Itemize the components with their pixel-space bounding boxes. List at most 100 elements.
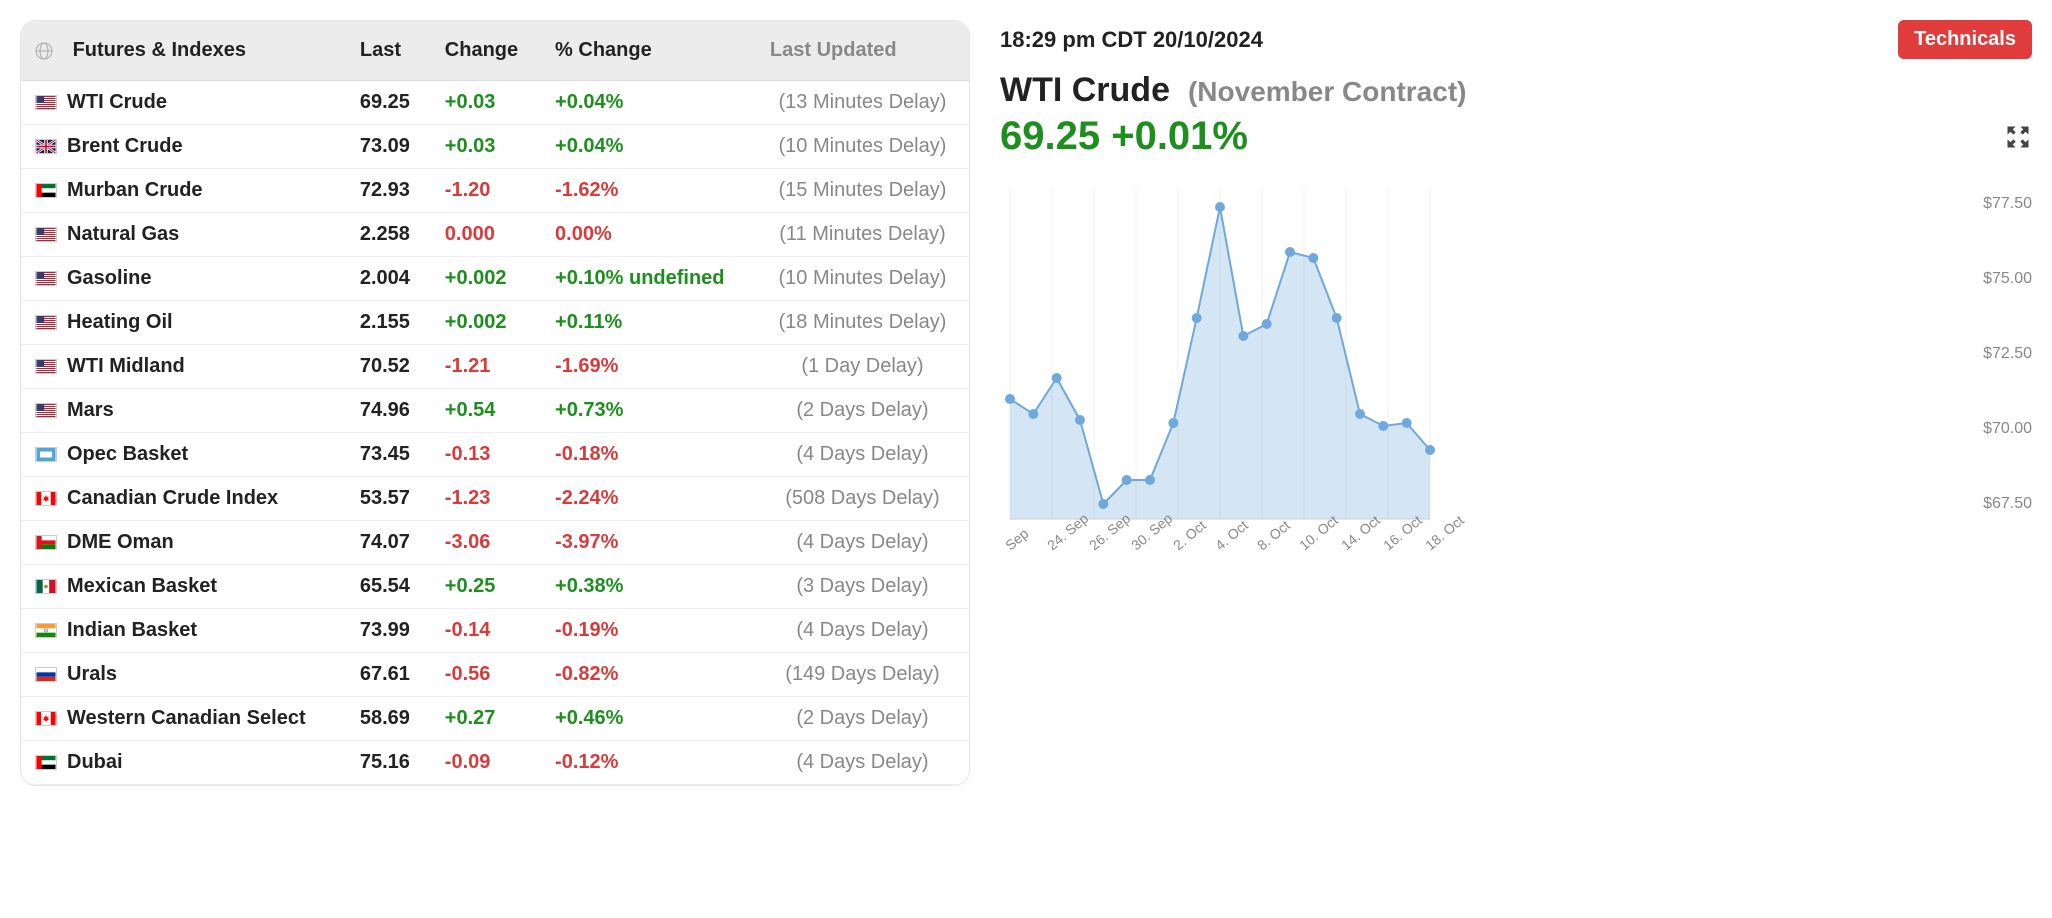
cell-delay: (2 Days Delay) [756, 697, 969, 741]
instrument-name: Dubai [67, 751, 123, 773]
col-header-pct[interactable]: % Change [541, 21, 756, 81]
table-row[interactable]: Dubai75.16-0.09-0.12%(4 Days Delay) [21, 741, 969, 785]
cell-name: Natural Gas [21, 213, 346, 257]
cell-pct: +0.04% [541, 81, 756, 125]
table-row[interactable]: Natural Gas2.2580.0000.00%(11 Minutes De… [21, 213, 969, 257]
cell-last: 74.96 [346, 389, 431, 433]
cell-delay: (4 Days Delay) [756, 521, 969, 565]
x-tick-label: Sep [1002, 525, 1031, 553]
table-row[interactable]: Brent Crude73.09+0.03+0.04%(10 Minutes D… [21, 125, 969, 169]
cell-change: -1.23 [431, 477, 541, 521]
instrument-name: Murban Crude [67, 179, 203, 201]
flag-icon [35, 667, 57, 682]
flag-icon [35, 227, 57, 242]
chart-timestamp: 18:29 pm CDT 20/10/2024 [1000, 27, 1263, 53]
table-row[interactable]: Murban Crude72.93-1.20-1.62%(15 Minutes … [21, 169, 969, 213]
table-row[interactable]: Canadian Crude Index53.57-1.23-2.24%(508… [21, 477, 969, 521]
cell-name: Opec Basket [21, 433, 346, 477]
chart-panel: 18:29 pm CDT 20/10/2024 Technicals WTI C… [1000, 20, 2032, 786]
x-tick-label: 4. Oct [1212, 517, 1251, 553]
cell-name: Dubai [21, 741, 346, 785]
cell-change: -3.06 [431, 521, 541, 565]
instrument-name: Indian Basket [67, 619, 197, 641]
x-tick-label: 10. Oct [1296, 512, 1341, 553]
table-row[interactable]: Mexican Basket65.54+0.25+0.38%(3 Days De… [21, 565, 969, 609]
cell-delay: (10 Minutes Delay) [756, 257, 969, 301]
flag-icon [35, 359, 57, 374]
expand-icon[interactable] [2004, 123, 2032, 151]
y-tick-label: $67.50 [1983, 495, 2032, 513]
cell-last: 74.07 [346, 521, 431, 565]
table-row[interactable]: Mars74.96+0.54+0.73%(2 Days Delay) [21, 389, 969, 433]
table-row[interactable]: WTI Midland70.52-1.21-1.69%(1 Day Delay) [21, 345, 969, 389]
chart-price: 69.25 +0.01% [1000, 114, 1248, 159]
flag-icon [35, 491, 57, 506]
cell-pct: +0.73% [541, 389, 756, 433]
cell-delay: (3 Days Delay) [756, 565, 969, 609]
cell-last: 72.93 [346, 169, 431, 213]
table-row[interactable]: WTI Crude69.25+0.03+0.04%(13 Minutes Del… [21, 81, 969, 125]
cell-last: 73.45 [346, 433, 431, 477]
instrument-name: WTI Crude [67, 91, 167, 113]
col-header-name-label: Futures & Indexes [73, 39, 246, 61]
col-header-last[interactable]: Last [346, 21, 431, 81]
cell-delay: (4 Days Delay) [756, 609, 969, 653]
futures-table-panel: Futures & Indexes Last Change % Change L… [20, 20, 970, 786]
x-axis: Sep24. Sep26. Sep30. Sep2. Oct4. Oct8. O… [1000, 519, 1440, 569]
price-chart[interactable] [1000, 179, 1440, 559]
cell-delay: (1 Day Delay) [756, 345, 969, 389]
cell-last: 73.99 [346, 609, 431, 653]
table-row[interactable]: Western Canadian Select58.69+0.27+0.46%(… [21, 697, 969, 741]
cell-last: 70.52 [346, 345, 431, 389]
y-axis: $77.50$75.00$72.50$70.00$67.50 [1962, 179, 2032, 559]
technicals-button[interactable]: Technicals [1898, 20, 2032, 59]
table-row[interactable]: Opec Basket73.45-0.13-0.18%(4 Days Delay… [21, 433, 969, 477]
table-row[interactable]: Gasoline2.004+0.002+0.10% undefined(10 M… [21, 257, 969, 301]
cell-last: 2.004 [346, 257, 431, 301]
flag-icon [35, 711, 57, 726]
cell-name: Urals [21, 653, 346, 697]
instrument-name: Gasoline [67, 267, 151, 289]
table-row[interactable]: Urals67.61-0.56-0.82%(149 Days Delay) [21, 653, 969, 697]
cell-change: -1.21 [431, 345, 541, 389]
col-header-name[interactable]: Futures & Indexes [21, 21, 346, 81]
cell-pct: +0.46% [541, 697, 756, 741]
instrument-name: Natural Gas [67, 223, 179, 245]
instrument-name: Urals [67, 663, 117, 685]
cell-change: -1.20 [431, 169, 541, 213]
cell-name: Mars [21, 389, 346, 433]
x-tick-label: 2. Oct [1170, 517, 1209, 553]
instrument-name: Mexican Basket [67, 575, 217, 597]
instrument-name: Mars [67, 399, 114, 421]
cell-change: +0.54 [431, 389, 541, 433]
instrument-name: Opec Basket [67, 443, 188, 465]
col-header-updated[interactable]: Last Updated [756, 21, 969, 81]
cell-delay: (508 Days Delay) [756, 477, 969, 521]
cell-pct: +0.38% [541, 565, 756, 609]
globe-icon [35, 42, 53, 60]
flag-icon [35, 315, 57, 330]
table-row[interactable]: Heating Oil2.155+0.002+0.11%(18 Minutes … [21, 301, 969, 345]
instrument-name: Heating Oil [67, 311, 173, 333]
cell-name: Canadian Crude Index [21, 477, 346, 521]
flag-icon [35, 755, 57, 770]
cell-pct: -0.82% [541, 653, 756, 697]
col-header-change[interactable]: Change [431, 21, 541, 81]
table-row[interactable]: Indian Basket73.99-0.14-0.19%(4 Days Del… [21, 609, 969, 653]
cell-pct: +0.04% [541, 125, 756, 169]
y-tick-label: $75.00 [1983, 270, 2032, 288]
cell-last: 75.16 [346, 741, 431, 785]
cell-change: +0.25 [431, 565, 541, 609]
flag-icon [35, 623, 57, 638]
chart-area[interactable]: $77.50$75.00$72.50$70.00$67.50 Sep24. Se… [1000, 179, 2032, 559]
cell-name: Heating Oil [21, 301, 346, 345]
cell-change: -0.13 [431, 433, 541, 477]
cell-name: Western Canadian Select [21, 697, 346, 741]
flag-icon [35, 579, 57, 594]
cell-pct: -0.12% [541, 741, 756, 785]
x-tick-label: 18. Oct [1422, 512, 1467, 553]
cell-change: +0.03 [431, 125, 541, 169]
table-row[interactable]: DME Oman74.07-3.06-3.97%(4 Days Delay) [21, 521, 969, 565]
flag-icon [35, 95, 57, 110]
cell-change: +0.002 [431, 257, 541, 301]
